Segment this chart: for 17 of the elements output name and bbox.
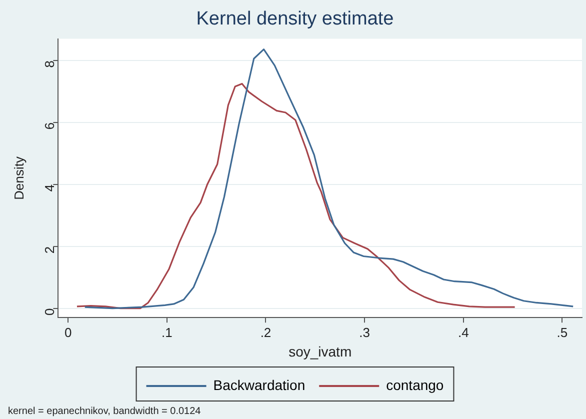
y-tick-label: 4 [42, 184, 57, 192]
y-tick-label: 2 [42, 246, 57, 254]
y-tick-label: 6 [42, 122, 57, 130]
x-tick-label: 0 [64, 324, 72, 340]
x-tick-label: .3 [359, 324, 370, 340]
x-tick-label: .2 [260, 324, 272, 340]
chart-title: Kernel density estimate [196, 8, 394, 30]
y-tick-label: 8 [42, 60, 57, 68]
y-tick-label: 0 [42, 308, 57, 316]
text: kernel = epanechnikov, bandwidth = 0.0124 [8, 406, 202, 417]
legend-label: contango [386, 376, 444, 393]
legend-label: Backwardation [213, 376, 306, 393]
x-tick-label: .5 [556, 324, 568, 340]
x-tick-label: .4 [458, 324, 469, 340]
y-axis-title: Density [11, 156, 26, 200]
x-tick-label: .1 [161, 324, 172, 340]
x-axis-title: soy_ivatm [288, 343, 352, 360]
